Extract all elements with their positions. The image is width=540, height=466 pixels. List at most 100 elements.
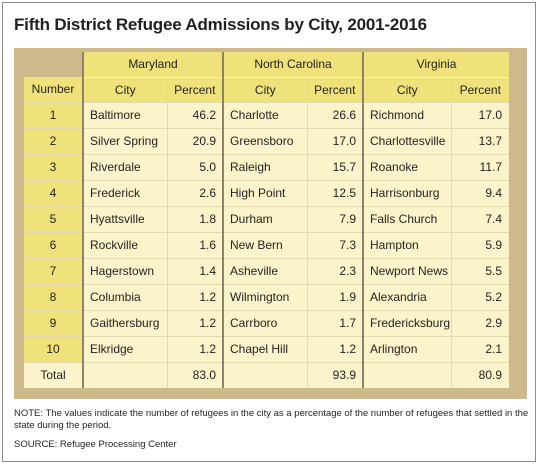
md-percent-cell: 1.4 xyxy=(167,258,224,285)
va-percent-cell: 5.2 xyxy=(451,284,509,311)
md-city-header: City xyxy=(83,77,168,103)
nc-city-cell: Asheville xyxy=(223,258,308,285)
rank-cell: 2 xyxy=(24,128,84,155)
nc-percent-cell: 17.0 xyxy=(307,128,364,155)
nc-percent-cell: 7.3 xyxy=(307,232,364,259)
va-city-cell: Charlottesville xyxy=(363,128,452,155)
nc-total-value: 93.9 xyxy=(307,362,364,388)
table-row: 3 Riverdale 5.0 Raleigh 15.7 Roanoke 11.7 xyxy=(24,154,509,181)
va-total-value: 80.9 xyxy=(451,362,509,388)
va-percent-cell: 2.1 xyxy=(451,336,509,363)
md-percent-cell: 1.2 xyxy=(167,310,224,337)
md-total-city-cell xyxy=(83,362,168,388)
va-city-cell: Falls Church xyxy=(363,206,452,233)
table-row: 1 Baltimore 46.2 Charlotte 26.6 Richmond 17.0 xyxy=(24,102,509,129)
va-city-cell: Harrisonburg xyxy=(363,180,452,207)
nc-percent-header: Percent xyxy=(307,77,364,103)
corner-cell xyxy=(24,52,84,77)
nc-city-header: City xyxy=(223,77,308,103)
total-label: Total xyxy=(24,362,84,388)
table-row: 5 Hyattsville 1.8 Durham 7.9 Falls Church 7.4 xyxy=(24,206,509,233)
md-percent-cell: 5.0 xyxy=(167,154,224,181)
va-city-cell: Richmond xyxy=(363,102,452,129)
nc-total-city-cell xyxy=(223,362,308,388)
state-header-north-carolina: North Carolina xyxy=(223,52,364,78)
va-percent-cell: 11.7 xyxy=(451,154,509,181)
md-city-cell: Columbia xyxy=(83,284,168,311)
figure-frame: Fifth District Refugee Admissions by Cit… xyxy=(2,2,536,462)
table-source: SOURCE: Refugee Processing Center xyxy=(14,439,177,450)
table-row: 7 Hagerstown 1.4 Asheville 2.3 Newport News 5.… xyxy=(24,258,509,285)
md-total-value: 83.0 xyxy=(167,362,224,388)
md-city-cell: Rockville xyxy=(83,232,168,259)
md-city-cell: Hagerstown xyxy=(83,258,168,285)
nc-city-cell: Greensboro xyxy=(223,128,308,155)
nc-percent-cell: 1.2 xyxy=(307,336,364,363)
refugee-table: Maryland North Carolina Virginia Number … xyxy=(24,52,509,388)
nc-city-cell: Carrboro xyxy=(223,310,308,337)
md-percent-cell: 2.6 xyxy=(167,180,224,207)
total-row: Total 83.0 93.9 80.9 xyxy=(24,362,509,388)
nc-percent-cell: 12.5 xyxy=(307,180,364,207)
va-percent-cell: 7.4 xyxy=(451,206,509,233)
nc-percent-cell: 1.9 xyxy=(307,284,364,311)
rank-cell: 6 xyxy=(24,232,84,259)
va-city-cell: Hampton xyxy=(363,232,452,259)
md-city-cell: Hyattsville xyxy=(83,206,168,233)
nc-percent-cell: 7.9 xyxy=(307,206,364,233)
rank-cell: 5 xyxy=(24,206,84,233)
va-percent-cell: 9.4 xyxy=(451,180,509,207)
table-note: NOTE: The values indicate the number of … xyxy=(14,408,529,431)
va-city-cell: Fredericksburg xyxy=(363,310,452,337)
state-header-maryland: Maryland xyxy=(83,52,224,78)
nc-city-cell: New Bern xyxy=(223,232,308,259)
rank-cell: 4 xyxy=(24,180,84,207)
nc-city-cell: Chapel Hill xyxy=(223,336,308,363)
md-percent-cell: 1.2 xyxy=(167,336,224,363)
nc-city-cell: High Point xyxy=(223,180,308,207)
va-percent-header: Percent xyxy=(451,77,509,103)
md-percent-cell: 1.2 xyxy=(167,284,224,311)
number-header: Number xyxy=(24,77,84,103)
nc-city-cell: Raleigh xyxy=(223,154,308,181)
nc-percent-cell: 26.6 xyxy=(307,102,364,129)
va-city-cell: Arlington xyxy=(363,336,452,363)
va-percent-cell: 2.9 xyxy=(451,310,509,337)
table-row: 4 Frederick 2.6 High Point 12.5 Harrisonburg 9… xyxy=(24,180,509,207)
nc-percent-cell: 15.7 xyxy=(307,154,364,181)
md-percent-cell: 46.2 xyxy=(167,102,224,129)
rank-cell: 1 xyxy=(24,102,84,129)
md-city-cell: Riverdale xyxy=(83,154,168,181)
md-percent-header: Percent xyxy=(167,77,224,103)
table-row: 8 Columbia 1.2 Wilmington 1.9 Alexandria 5.2 xyxy=(24,284,509,311)
rank-cell: 8 xyxy=(24,284,84,311)
rank-cell: 3 xyxy=(24,154,84,181)
md-percent-cell: 1.8 xyxy=(167,206,224,233)
va-city-cell: Roanoke xyxy=(363,154,452,181)
va-percent-cell: 5.5 xyxy=(451,258,509,285)
nc-percent-cell: 1.7 xyxy=(307,310,364,337)
table-title: Fifth District Refugee Admissions by Cit… xyxy=(14,15,427,34)
va-city-cell: Newport News xyxy=(363,258,452,285)
rank-cell: 9 xyxy=(24,310,84,337)
table-row: 10 Elkridge 1.2 Chapel Hill 1.2 Arlington 2.1 xyxy=(24,336,509,363)
table-row: 9 Gaithersburg 1.2 Carrboro 1.7 Fredericksbur… xyxy=(24,310,509,337)
nc-city-cell: Durham xyxy=(223,206,308,233)
md-percent-cell: 1.6 xyxy=(167,232,224,259)
va-city-header: City xyxy=(363,77,452,103)
va-percent-cell: 13.7 xyxy=(451,128,509,155)
md-city-cell: Frederick xyxy=(83,180,168,207)
table-panel: Maryland North Carolina Virginia Number … xyxy=(14,48,527,399)
state-header-virginia: Virginia xyxy=(363,52,509,78)
md-city-cell: Baltimore xyxy=(83,102,168,129)
md-city-cell: Gaithersburg xyxy=(83,310,168,337)
rank-cell: 7 xyxy=(24,258,84,285)
md-city-cell: Elkridge xyxy=(83,336,168,363)
nc-percent-cell: 2.3 xyxy=(307,258,364,285)
nc-city-cell: Charlotte xyxy=(223,102,308,129)
va-city-cell: Alexandria xyxy=(363,284,452,311)
table-row: 2 Silver Spring 20.9 Greensboro 17.0 Charlott… xyxy=(24,128,509,155)
va-percent-cell: 5.9 xyxy=(451,232,509,259)
rank-cell: 10 xyxy=(24,336,84,363)
state-header-row: Maryland North Carolina Virginia xyxy=(24,52,509,78)
